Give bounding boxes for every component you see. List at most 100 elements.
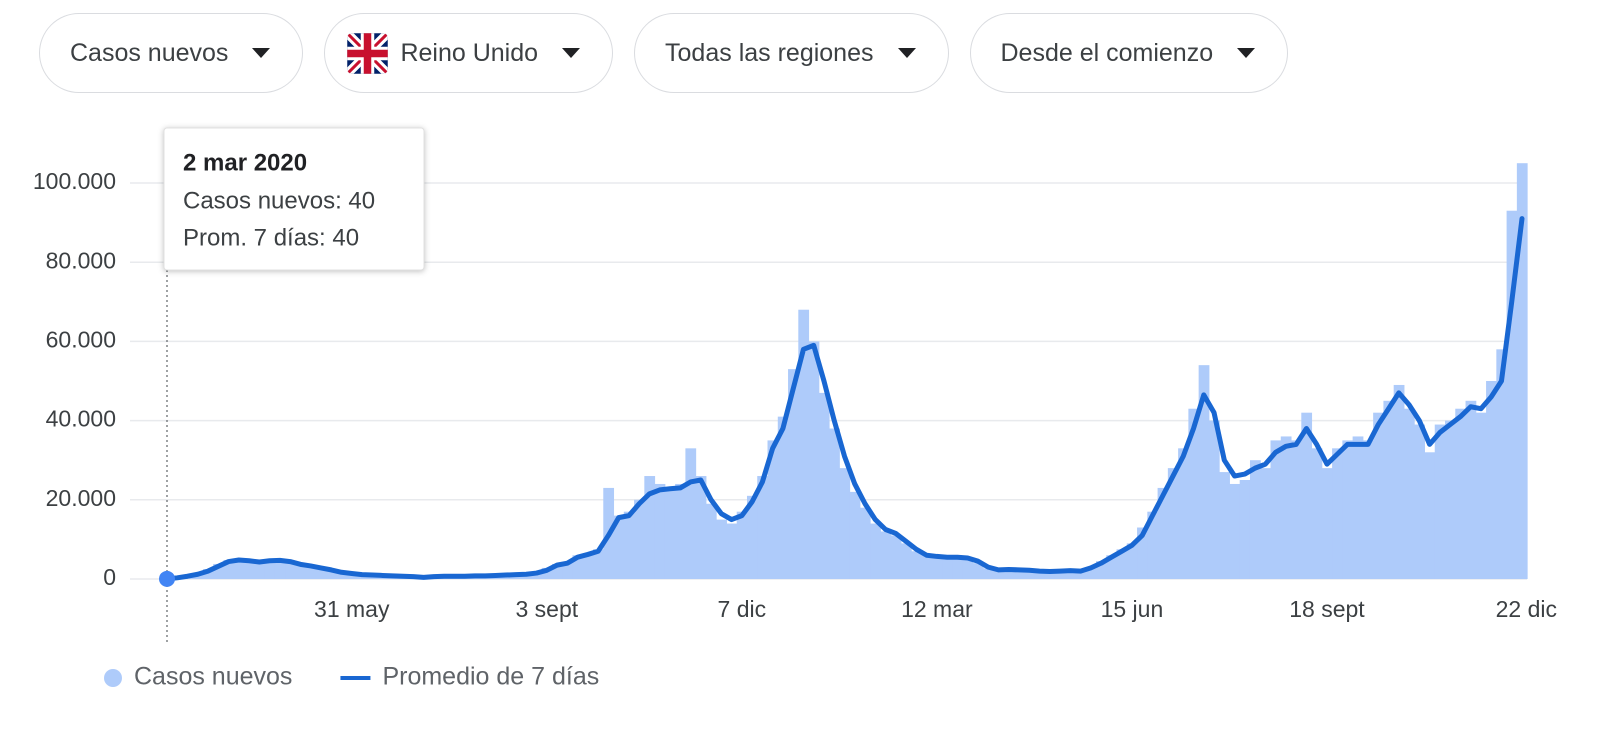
- bar: [1013, 570, 1025, 579]
- bar: [192, 573, 204, 579]
- bar: [1516, 163, 1528, 579]
- dropdown-arrow: [1237, 48, 1256, 58]
- bar: [428, 576, 440, 579]
- bar: [1280, 436, 1292, 579]
- bar: [1147, 511, 1159, 579]
- bar: [1208, 420, 1220, 579]
- bar: [931, 557, 943, 579]
- x-tick-label: 12 mar: [901, 596, 973, 622]
- bar: [295, 565, 307, 579]
- y-tick-label: 60.000: [46, 326, 116, 352]
- bar: [705, 503, 717, 579]
- bar: [1219, 472, 1230, 579]
- bar: [1486, 381, 1497, 579]
- bar: [1393, 384, 1405, 579]
- bar: [1034, 571, 1046, 579]
- tooltip-box: [163, 127, 425, 271]
- bar: [788, 369, 799, 579]
- legend-label: Casos nuevos: [134, 663, 292, 691]
- dropdown-label: Todas las regiones: [665, 38, 874, 67]
- bar: [1137, 527, 1148, 579]
- bar: [911, 551, 922, 579]
- bar: [336, 572, 348, 579]
- bar: [634, 499, 645, 579]
- bar: [603, 487, 615, 579]
- bar: [870, 523, 881, 579]
- bar: [726, 523, 738, 579]
- bar: [685, 448, 697, 579]
- bar: [798, 309, 810, 579]
- bar: [1065, 570, 1076, 579]
- bar: [305, 566, 317, 579]
- bar: [1465, 400, 1477, 579]
- y-tick-label: 0: [103, 564, 116, 590]
- bar: [1044, 571, 1056, 579]
- bar: [972, 563, 984, 579]
- bar: [1085, 567, 1097, 579]
- bar: [1075, 571, 1087, 579]
- bar: [551, 563, 563, 579]
- bar: [1434, 424, 1446, 579]
- bar: [459, 575, 471, 579]
- bar: [1024, 570, 1035, 579]
- bar: [593, 549, 604, 579]
- dropdown-arrow: [562, 48, 581, 58]
- bar: [1167, 468, 1179, 579]
- region-dropdown[interactable]: Todas las regiones: [634, 13, 949, 93]
- bar: [387, 576, 399, 579]
- bar: [839, 468, 851, 579]
- bar: [254, 563, 266, 579]
- bar: [1106, 555, 1118, 579]
- y-tick-label: 40.000: [46, 406, 116, 432]
- bar: [1178, 448, 1189, 579]
- tooltip-title: 2 mar 2020: [183, 149, 307, 176]
- dropdown-label: Casos nuevos: [70, 38, 229, 67]
- bar: [829, 428, 840, 579]
- bar: [408, 577, 419, 579]
- bar: [172, 577, 183, 579]
- bar: [1362, 440, 1374, 579]
- bar: [952, 556, 964, 579]
- x-tick-label: 22 dic: [1496, 596, 1557, 622]
- bar: [541, 567, 553, 579]
- bar: [1414, 424, 1425, 579]
- bar: [746, 495, 758, 579]
- x-tick-label: 7 dic: [718, 596, 767, 622]
- bar: [582, 553, 594, 579]
- bar: [315, 568, 327, 579]
- bar: [243, 561, 255, 579]
- bar: [1157, 487, 1169, 579]
- period-dropdown[interactable]: Desde el comienzo: [969, 13, 1289, 93]
- bar: [1249, 460, 1261, 579]
- bar: [962, 559, 974, 579]
- bar: [983, 568, 994, 579]
- metric-dropdown[interactable]: Casos nuevos: [39, 13, 304, 93]
- bar: [1445, 420, 1456, 579]
- bar: [613, 515, 625, 579]
- bar: [1229, 483, 1241, 579]
- bar: [223, 559, 235, 579]
- dropdown-arrow: [897, 48, 916, 58]
- bar: [859, 507, 871, 579]
- dropdown-arrow: [252, 48, 271, 58]
- bar: [1270, 440, 1282, 579]
- country-dropdown[interactable]: Reino Unido: [324, 13, 614, 93]
- bar: [202, 569, 214, 579]
- bar: [777, 416, 789, 579]
- bar: [1383, 400, 1395, 579]
- bar: [490, 575, 502, 579]
- y-tick-label: 20.000: [46, 485, 116, 511]
- bar: [1352, 436, 1364, 579]
- bar: [644, 476, 656, 579]
- dropdown-label: Desde el comienzo: [1000, 38, 1214, 67]
- bar: [695, 476, 707, 579]
- x-tick-label: 31 may: [314, 596, 390, 622]
- bar: [1311, 448, 1323, 579]
- bar: [1321, 468, 1333, 579]
- x-tick-label: 3 sept: [515, 596, 578, 622]
- bar: [1403, 408, 1415, 579]
- bar: [367, 575, 378, 579]
- bar: [264, 559, 276, 579]
